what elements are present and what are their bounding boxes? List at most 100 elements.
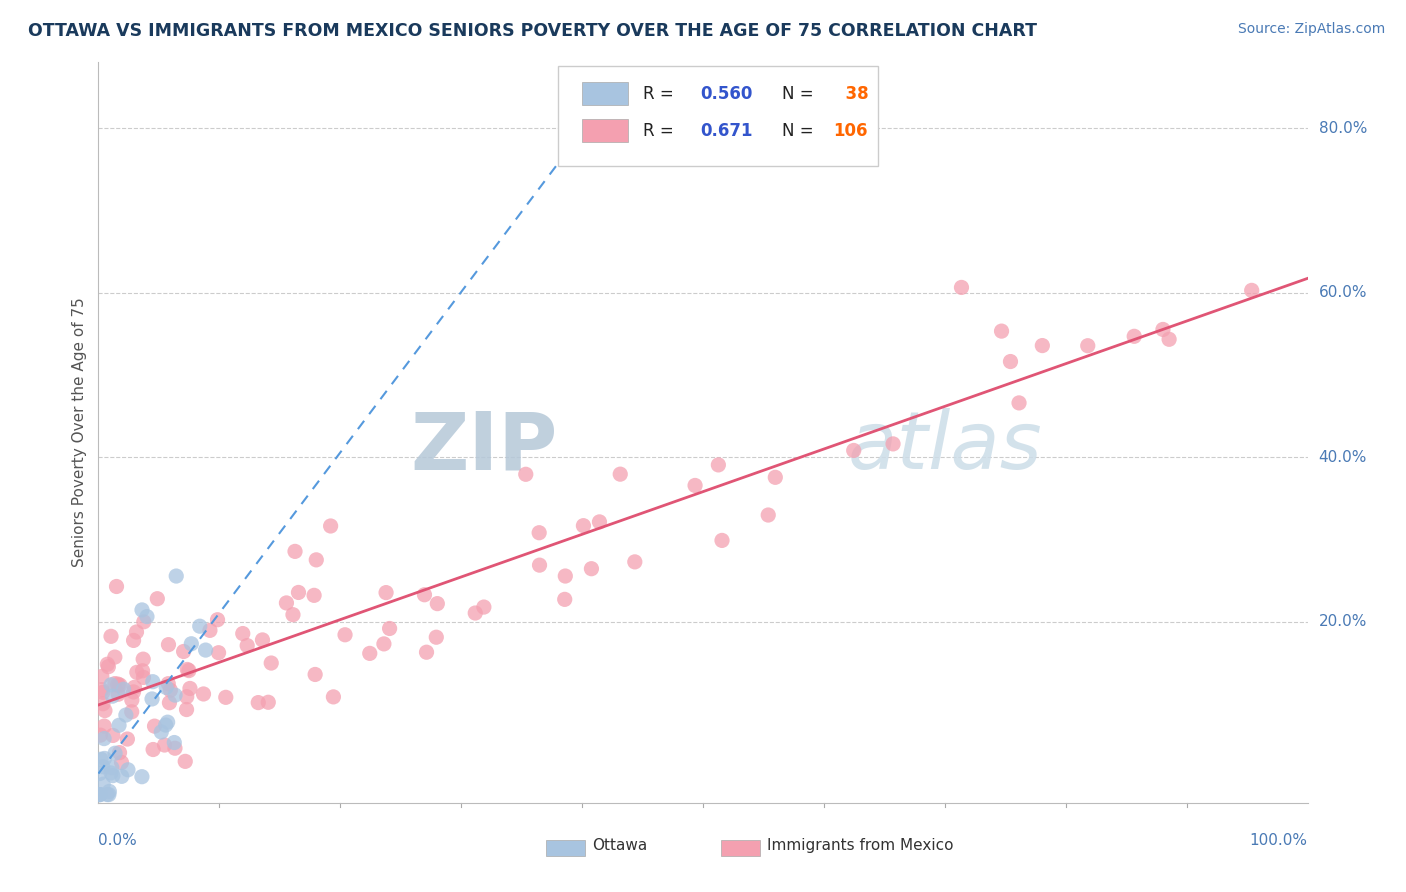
Point — [1240, 284, 1263, 298]
Point — [104, 746, 127, 760]
Point — [624, 555, 647, 569]
Point — [94, 704, 117, 718]
Point — [1123, 329, 1146, 343]
Text: 20.0%: 20.0% — [1319, 615, 1367, 630]
Point — [281, 607, 304, 622]
Text: 60.0%: 60.0% — [1319, 285, 1367, 301]
Point — [176, 663, 198, 677]
Text: 40.0%: 40.0% — [1319, 450, 1367, 465]
Point — [157, 638, 180, 652]
Point — [588, 515, 610, 529]
Point — [117, 732, 139, 747]
Point — [121, 705, 143, 719]
Text: 106: 106 — [834, 121, 868, 139]
Text: R =: R = — [643, 121, 679, 139]
Point — [89, 788, 111, 802]
Point — [425, 630, 447, 644]
Point — [146, 591, 169, 606]
Point — [198, 624, 221, 638]
Point — [150, 725, 173, 739]
Point — [108, 718, 131, 732]
Point — [302, 588, 325, 602]
Point — [194, 643, 217, 657]
Point — [373, 637, 395, 651]
Point — [155, 718, 177, 732]
Point — [276, 596, 298, 610]
Point — [122, 685, 145, 699]
Point — [375, 585, 398, 599]
Point — [711, 533, 734, 548]
Point — [581, 562, 603, 576]
Point — [142, 674, 165, 689]
Point — [93, 751, 115, 765]
Point — [173, 644, 195, 658]
Point — [159, 683, 181, 698]
Point — [91, 777, 114, 791]
Point — [207, 646, 229, 660]
Bar — [546, 840, 585, 856]
Point — [756, 508, 779, 522]
Point — [90, 752, 112, 766]
Point — [1159, 332, 1181, 346]
Text: atlas: atlas — [848, 409, 1043, 486]
Point — [91, 697, 114, 711]
Point — [252, 632, 274, 647]
FancyBboxPatch shape — [558, 66, 879, 166]
Point — [89, 728, 111, 742]
Point — [136, 609, 159, 624]
Point — [141, 692, 163, 706]
Point — [333, 628, 356, 642]
Point — [100, 678, 122, 692]
Point — [304, 667, 326, 681]
Point — [215, 690, 238, 705]
Point — [96, 788, 118, 802]
Point — [101, 689, 124, 703]
Text: R =: R = — [643, 85, 679, 103]
Point — [89, 788, 111, 802]
Point — [89, 788, 111, 802]
Point — [93, 731, 115, 746]
Point — [157, 676, 180, 690]
Point — [91, 685, 114, 699]
Point — [101, 769, 124, 783]
Point — [322, 690, 344, 704]
Point — [990, 324, 1012, 338]
Point — [1000, 354, 1022, 368]
Point — [179, 681, 201, 696]
Point — [93, 719, 115, 733]
Point — [101, 728, 124, 742]
Point — [121, 693, 143, 707]
Point — [165, 569, 187, 583]
Point — [683, 478, 706, 492]
Text: Immigrants from Mexico: Immigrants from Mexico — [768, 838, 953, 854]
Point — [415, 645, 437, 659]
Point — [472, 600, 495, 615]
Point — [122, 633, 145, 648]
Point — [842, 443, 865, 458]
Text: N =: N = — [782, 121, 818, 139]
Point — [90, 669, 112, 683]
Point — [287, 585, 309, 599]
Point — [132, 670, 155, 684]
Point — [236, 639, 259, 653]
Point — [89, 766, 111, 780]
Point — [108, 678, 131, 692]
Point — [554, 592, 576, 607]
Point — [163, 741, 186, 756]
Point — [117, 763, 139, 777]
Point — [232, 626, 254, 640]
Point — [413, 588, 436, 602]
Point — [464, 606, 486, 620]
Text: 0.560: 0.560 — [700, 85, 754, 103]
Point — [426, 597, 449, 611]
Point — [284, 544, 307, 558]
Point — [124, 680, 146, 694]
Point — [104, 676, 127, 690]
Point — [515, 467, 537, 482]
Point — [319, 519, 342, 533]
Point — [609, 467, 631, 482]
Point — [111, 769, 134, 783]
Point — [100, 766, 122, 780]
Point — [155, 681, 177, 695]
Point — [177, 664, 200, 678]
